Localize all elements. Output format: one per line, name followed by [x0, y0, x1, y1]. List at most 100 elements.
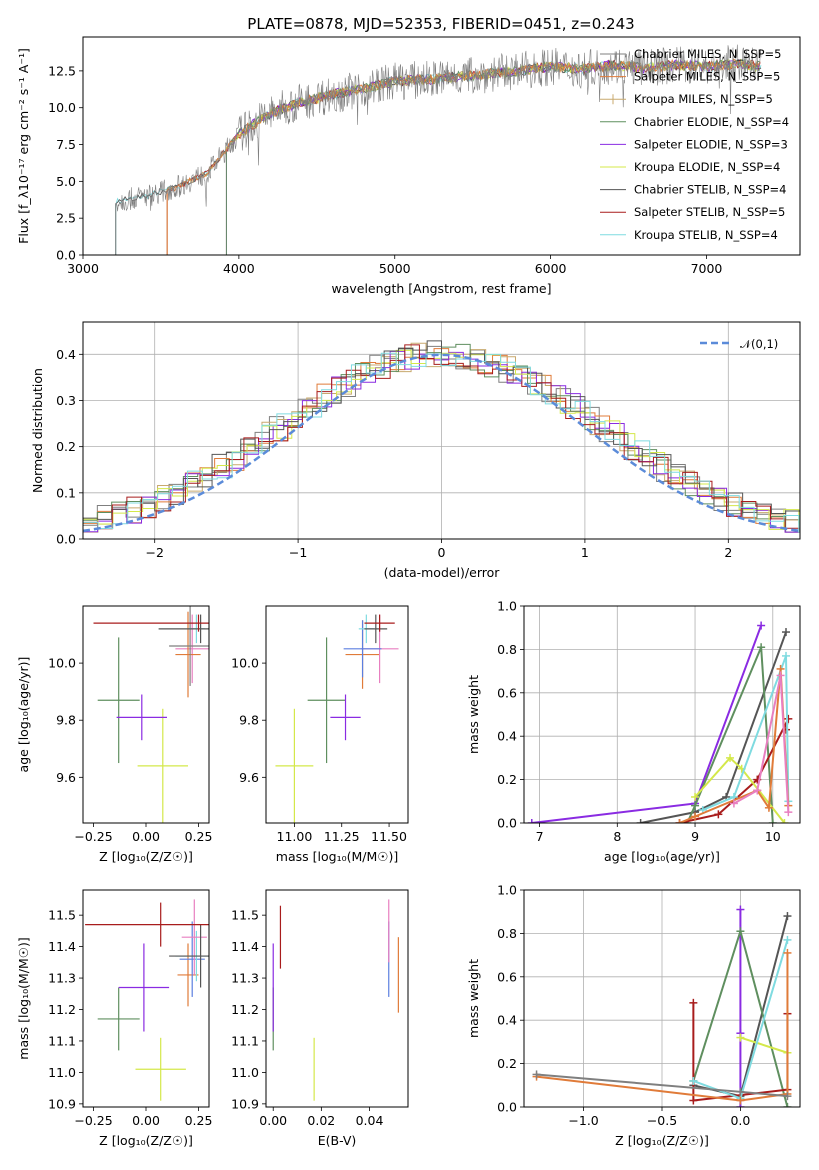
y-tick-label: 7.5	[56, 137, 76, 152]
histogram-kroupa_stelib	[83, 352, 800, 533]
x-tick-label: 5000	[379, 261, 411, 276]
histogram-salpeter_miles	[83, 348, 800, 533]
y-tick-label: 10.9	[48, 1096, 76, 1111]
x-tick-label: 2	[724, 545, 732, 560]
x-tick-label: 0.02	[307, 1113, 335, 1128]
x-tick-label: 10	[765, 829, 781, 844]
axes-frame	[265, 605, 409, 824]
mass_vs_Z-panel: −0.25 0.00 0.25 10.9 11.0 11.1 11.2 11.3 11.4 11.…	[16, 889, 213, 1148]
y-tick-label: 0.6	[497, 685, 517, 700]
x-tick-label: 0.00	[259, 1113, 287, 1128]
mass_vs_Z-plot-area	[85, 899, 209, 1101]
x-tick-label: 7	[536, 829, 544, 844]
histogram-kroupa_elodie	[83, 349, 800, 530]
y-tick-label: 0.0	[56, 248, 76, 263]
x-tick-label: 11.00	[277, 829, 313, 844]
weight-series-chabrier_elodie	[686, 646, 774, 823]
x-tick-label: 3000	[67, 261, 99, 276]
y-tick-label: 9.6	[239, 770, 259, 785]
spectrum-panel: 3000 4000 5000 6000 7000 0.0 2.5 5.0 7.5 10.0 12.5…	[16, 36, 801, 296]
panels: 3000 4000 5000 6000 70000.02.55.07.510.012.5…	[16, 36, 801, 1148]
x-axis-label: Z [log₁₀(Z/Z☉)]	[99, 1133, 193, 1148]
weight-series-pink	[733, 675, 790, 813]
y-tick-label: 11.3	[48, 971, 76, 986]
y-axis-label: mass weight	[466, 959, 481, 1038]
x-axis-label: wavelength [Angstrom, rest frame]	[331, 281, 551, 296]
y-tick-label: 11.5	[48, 908, 76, 923]
axes-frame	[523, 605, 801, 824]
y-tick-label: 11.1	[48, 1033, 76, 1048]
x-tick-label: 11.50	[371, 829, 407, 844]
mass_vs_ebv-panel: 0.00 0.02 0.04 10.9 11.0 11.1 11.2 11.3 11.4 11.5…	[231, 889, 409, 1148]
weight-series-chabrier_stelib	[640, 631, 787, 823]
axes-frame	[82, 605, 210, 824]
histogram-chabrier_stelib	[83, 340, 800, 520]
y-tick-label: 11.4	[231, 939, 259, 954]
x-tick-label: 0.04	[356, 1113, 384, 1128]
y-tick-label: 11.4	[48, 939, 76, 954]
y-axis-label: age [log₁₀(age/yr)]	[16, 657, 31, 773]
x-tick-label: −0.25	[74, 1113, 112, 1128]
legend-entry: Kroupa ELODIE, N_SSP=4	[634, 160, 780, 174]
y-tick-label: 9.6	[56, 770, 76, 785]
y-axis-label: mass weight	[466, 675, 481, 754]
y-tick-label: 0.1	[56, 485, 76, 500]
y-axis-label: Flux [f_λ10⁻¹⁷ erg cm⁻² s⁻¹ A⁻¹]	[16, 48, 31, 244]
y-tick-label: 0.4	[56, 347, 76, 362]
y-tick-label: 0.4	[497, 1013, 517, 1028]
spectrum-series-kroupa_stelib	[115, 58, 762, 255]
y-tick-label: 10.0	[48, 656, 76, 671]
y-tick-label: 0.8	[497, 926, 517, 941]
age_vs_Z-panel: −0.25 0.00 0.25 9.6 9.8 10.0 Z [log₁₀(Z/Z☉)] ag…	[16, 605, 213, 864]
y-tick-label: 0.0	[497, 1100, 517, 1115]
spectrum-series-kroupa_miles	[166, 59, 761, 255]
x-tick-label: 0.00	[132, 1113, 160, 1128]
axes-frame	[82, 321, 801, 540]
legend-entry: 𝒩(0,1)	[740, 337, 778, 351]
y-tick-label: 0.6	[497, 969, 517, 984]
weight_vs_age-panel: 7 8 9 10 0.0 0.2 0.4 0.6 0.8 1.0 age [log₁₀(age/yr…	[466, 599, 801, 864]
legend-entry: Salpeter STELIB, N_SSP=5	[634, 205, 785, 219]
y-tick-label: 11.2	[48, 1002, 76, 1017]
y-tick-label: 11.1	[231, 1033, 259, 1048]
y-tick-label: 10.9	[231, 1096, 259, 1111]
y-tick-label: 11.0	[48, 1065, 76, 1080]
x-tick-label: 4000	[223, 261, 255, 276]
weight-series-kroupa_elodie	[694, 756, 786, 823]
x-tick-label: 0.25	[185, 829, 213, 844]
x-tick-label: 0.25	[185, 1113, 213, 1128]
x-tick-label: 11.25	[324, 829, 360, 844]
y-tick-label: 1.0	[497, 599, 517, 614]
weight_vs_age-plot-area	[524, 606, 800, 823]
x-tick-label: −0.25	[74, 829, 112, 844]
legend-entry: Chabrier STELIB, N_SSP=4	[634, 183, 786, 197]
legend-entry: Chabrier ELODIE, N_SSP=4	[634, 115, 789, 129]
spectrum-plot-area	[115, 44, 762, 255]
x-tick-label: −1	[289, 545, 307, 560]
legend-entry: Salpeter MILES, N_SSP=5	[634, 70, 780, 84]
spectrum-series-chabrier_miles	[115, 44, 762, 255]
y-tick-label: 5.0	[56, 174, 76, 189]
legend-entry: Salpeter ELODIE, N_SSP=3	[634, 137, 788, 151]
x-tick-label: 7000	[691, 261, 723, 276]
y-tick-label: 0.0	[56, 532, 76, 547]
residuals-plot-area	[83, 322, 800, 539]
x-tick-label: −2	[145, 545, 163, 560]
x-axis-label: mass [log₁₀(M/M☉)]	[276, 849, 398, 864]
histogram-salpeter_elodie	[83, 350, 800, 533]
x-axis-label: Z [log₁₀(Z/Z☉)]	[99, 849, 193, 864]
y-tick-label: 10.0	[231, 656, 259, 671]
weight-series-salpeter_miles	[536, 952, 789, 1102]
x-tick-label: 9	[691, 829, 699, 844]
y-tick-label: 10.0	[48, 100, 76, 115]
y-tick-label: 12.5	[48, 63, 76, 78]
y-tick-label: 0.2	[56, 439, 76, 454]
legend-entry: Chabrier MILES, N_SSP=5	[634, 47, 781, 61]
x-tick-label: −0.5	[647, 1113, 677, 1128]
legend-entry: Kroupa STELIB, N_SSP=4	[634, 228, 778, 242]
x-tick-label: −1.0	[568, 1113, 598, 1128]
x-tick-label: 1	[581, 545, 589, 560]
y-tick-label: 0.4	[497, 729, 517, 744]
age_vs_mass-plot-area	[275, 614, 399, 823]
